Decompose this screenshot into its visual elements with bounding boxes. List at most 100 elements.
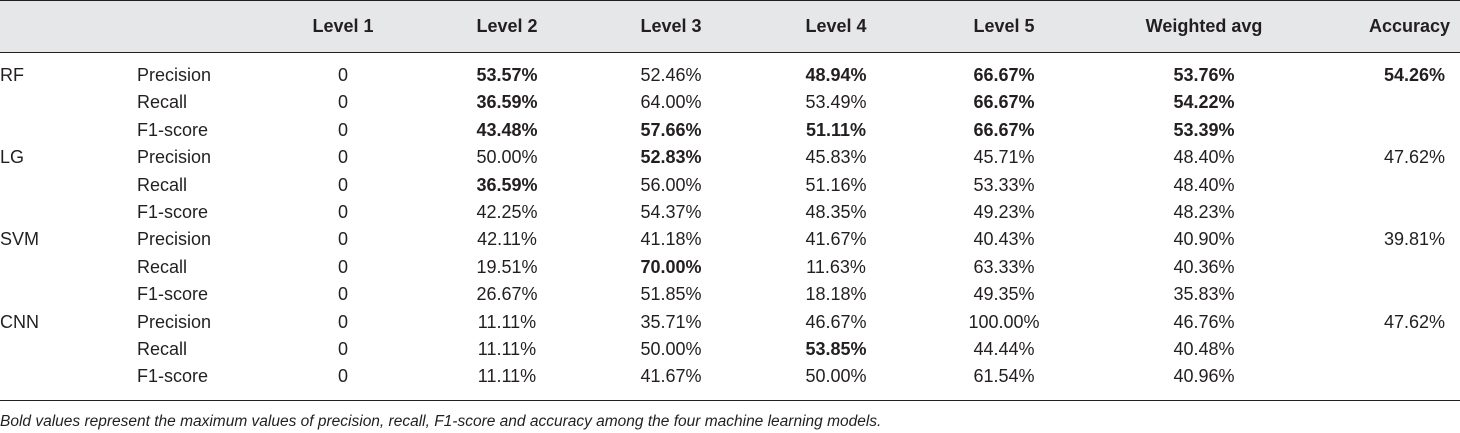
cell-accuracy: 54.26% — [1383, 65, 1445, 85]
cell-level-1: 0 — [337, 339, 349, 359]
header-level-2: Level 2 — [476, 16, 538, 36]
cell-accuracy: 39.81% — [1383, 229, 1445, 250]
cell-weighted-avg: 40.36% — [1173, 256, 1235, 277]
header-weighted-avg: Weighted avg — [1145, 16, 1263, 36]
cell-level-2: 11.11% — [477, 339, 537, 359]
metric-name: F1-score — [137, 119, 209, 140]
cell-level-5: 49.35% — [973, 284, 1035, 305]
metric-name: F1-score — [137, 284, 209, 305]
cell-weighted-avg: 53.76% — [1173, 65, 1235, 85]
cell-level-3: 64.00% — [640, 92, 702, 113]
cell-weighted-avg: 40.96% — [1173, 366, 1235, 387]
cell-level-4: 41.67% — [805, 229, 867, 250]
header-level-3: Level 3 — [640, 16, 702, 36]
metric-name: F1-score — [137, 366, 209, 387]
cell-level-1: 0 — [337, 256, 349, 277]
table-footnote: Bold values represent the maximum values… — [0, 413, 882, 430]
cell-level-1: 0 — [337, 366, 349, 387]
cell-level-2: 53.57% — [476, 65, 538, 85]
cell-level-3: 41.18% — [640, 229, 702, 250]
cell-level-4: 51.11% — [805, 119, 867, 140]
cell-level-4: 53.85% — [805, 339, 867, 359]
cell-level-2: 43.48% — [476, 119, 538, 140]
cell-level-2: 11.11% — [477, 366, 537, 387]
cell-level-5: 66.67% — [973, 92, 1035, 113]
cell-level-2: 11.11% — [477, 311, 537, 332]
metric-name: Recall — [137, 339, 188, 359]
cell-weighted-avg: 40.48% — [1173, 339, 1235, 359]
cell-level-2: 36.59% — [476, 174, 538, 195]
model-name: CNN — [0, 311, 39, 332]
cell-level-3: 50.00% — [640, 339, 702, 359]
cell-accuracy: 47.62% — [1383, 311, 1445, 332]
cell-level-2: 19.51% — [476, 256, 538, 277]
cell-level-2: 36.59% — [476, 92, 538, 113]
cell-level-3: 70.00% — [640, 256, 702, 277]
cell-level-1: 0 — [337, 65, 349, 85]
cell-weighted-avg: 48.23% — [1173, 202, 1235, 222]
cell-level-1: 0 — [337, 311, 349, 332]
cell-level-3: 52.46% — [640, 65, 702, 85]
model-name: LG — [0, 147, 25, 168]
metric-name: Precision — [137, 65, 212, 85]
cell-level-4: 51.16% — [805, 174, 867, 195]
cell-level-5: 63.33% — [973, 256, 1035, 277]
metric-name: Precision — [137, 147, 212, 168]
cell-level-4: 48.94% — [805, 65, 867, 85]
cell-level-1: 0 — [337, 174, 349, 195]
cell-level-4: 50.00% — [805, 366, 867, 387]
model-name: RF — [0, 65, 24, 85]
cell-level-5: 40.43% — [973, 229, 1035, 250]
metric-name: Recall — [137, 256, 188, 277]
cell-level-3: 52.83% — [640, 147, 702, 168]
cell-level-2: 50.00% — [476, 147, 538, 168]
cell-level-1: 0 — [337, 119, 349, 140]
cell-level-4: 18.18% — [805, 284, 867, 305]
metric-name: F1-score — [137, 202, 209, 222]
cell-level-4: 46.67% — [805, 311, 867, 332]
cell-weighted-avg: 53.39% — [1173, 119, 1235, 140]
cell-level-4: 53.49% — [805, 92, 867, 113]
cell-level-5: 45.71% — [973, 147, 1035, 168]
cell-level-5: 66.67% — [973, 119, 1035, 140]
header-rule — [0, 52, 1460, 53]
cell-level-3: 41.67% — [640, 366, 702, 387]
cell-level-3: 57.66% — [640, 119, 702, 140]
cell-weighted-avg: 46.76% — [1173, 311, 1235, 332]
cell-level-5: 66.67% — [973, 65, 1035, 85]
cell-level-1: 0 — [337, 92, 349, 113]
metric-name: Recall — [137, 92, 188, 113]
metric-name: Precision — [137, 311, 212, 332]
top-rule — [0, 0, 1460, 1]
cell-level-1: 0 — [337, 147, 349, 168]
header-accuracy: Accuracy — [1369, 16, 1451, 36]
cell-weighted-avg: 48.40% — [1173, 174, 1235, 195]
cell-level-3: 56.00% — [640, 174, 702, 195]
cell-level-2: 42.25% — [476, 202, 538, 222]
cell-level-4: 11.63% — [806, 256, 866, 277]
model-name: SVM — [0, 229, 40, 250]
cell-level-3: 51.85% — [640, 284, 702, 305]
cell-level-2: 42.11% — [477, 229, 537, 250]
cell-weighted-avg: 40.90% — [1173, 229, 1235, 250]
metric-name: Precision — [137, 229, 212, 250]
cell-level-3: 35.71% — [640, 311, 702, 332]
cell-level-1: 0 — [337, 284, 349, 305]
table-header-row — [0, 0, 1460, 52]
header-level-1: Level 1 — [312, 16, 374, 36]
cell-accuracy: 47.62% — [1383, 147, 1445, 168]
cell-weighted-avg: 35.83% — [1173, 284, 1235, 305]
header-level-5: Level 5 — [973, 16, 1035, 36]
cell-level-5: 100.00% — [968, 311, 1040, 332]
bottom-rule — [0, 400, 1460, 401]
cell-level-4: 48.35% — [805, 202, 867, 222]
cell-level-5: 44.44% — [973, 339, 1035, 359]
cell-level-2: 26.67% — [476, 284, 538, 305]
cell-level-3: 54.37% — [640, 202, 702, 222]
cell-level-5: 49.23% — [973, 202, 1035, 222]
cell-weighted-avg: 48.40% — [1173, 147, 1235, 168]
cell-level-5: 53.33% — [973, 174, 1035, 195]
header-level-4: Level 4 — [805, 16, 867, 36]
cell-level-4: 45.83% — [805, 147, 867, 168]
cell-level-1: 0 — [337, 229, 349, 250]
